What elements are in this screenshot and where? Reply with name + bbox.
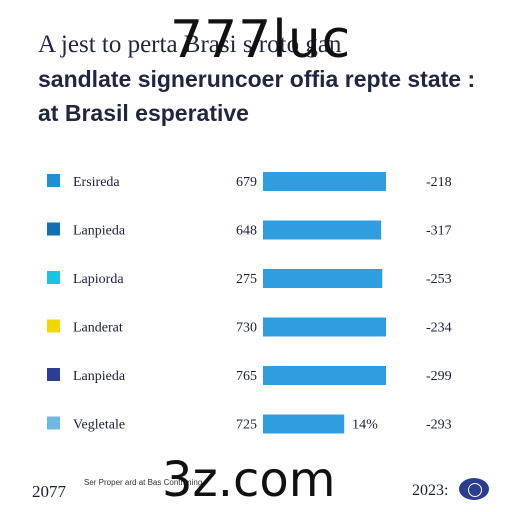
footer-year-right: 2023: (412, 482, 449, 499)
bar (263, 172, 386, 191)
legend-marker (47, 271, 60, 284)
chart-title: A jest to perta Brasi s roto gan sandlat… (38, 28, 478, 130)
legend-marker (47, 416, 60, 430)
watermark-bottom: 3z.com (162, 452, 336, 508)
category-label: Ersireda (73, 175, 120, 190)
value-label: 648 (236, 224, 257, 239)
footer-year-left: 2077 (32, 482, 66, 501)
end-label: -218 (426, 175, 452, 190)
legend-marker (47, 368, 60, 381)
end-label: -293 (426, 418, 452, 433)
title-line-1: A jest to perta Brasi s roto gan (38, 31, 342, 58)
category-label: Vegletale (73, 418, 125, 433)
bar (263, 269, 383, 288)
title-line-3: at Brasil esperative (38, 100, 249, 126)
end-label: -253 (426, 272, 452, 287)
bar (263, 317, 386, 337)
footer-source-note: Ser Proper ard at Bas Contriming (84, 478, 203, 487)
globe-icon (459, 478, 489, 500)
category-label: Lanpieda (73, 369, 126, 384)
legend-marker (47, 319, 60, 333)
end-label: -317 (426, 224, 452, 239)
watermark-top: 777luc (170, 10, 352, 70)
category-label: Lapiorda (73, 272, 124, 287)
end-label: -299 (426, 369, 452, 384)
end-label: -234 (426, 321, 452, 336)
value-label: 679 (236, 175, 257, 190)
category-label: Lanpieda (73, 224, 126, 239)
value-label: 765 (236, 369, 257, 384)
legend-marker (47, 174, 60, 187)
bar (263, 366, 386, 385)
value-label: 725 (236, 418, 257, 433)
bar-annotation: 14% (352, 418, 378, 433)
category-label: Landerat (73, 321, 123, 336)
legend-marker (47, 222, 60, 236)
title-line-2: sandlate signeruncoer offia repte state … (38, 66, 476, 92)
bar (263, 414, 345, 434)
value-label: 275 (236, 272, 257, 287)
value-label: 730 (236, 321, 257, 336)
bar (263, 220, 382, 240)
